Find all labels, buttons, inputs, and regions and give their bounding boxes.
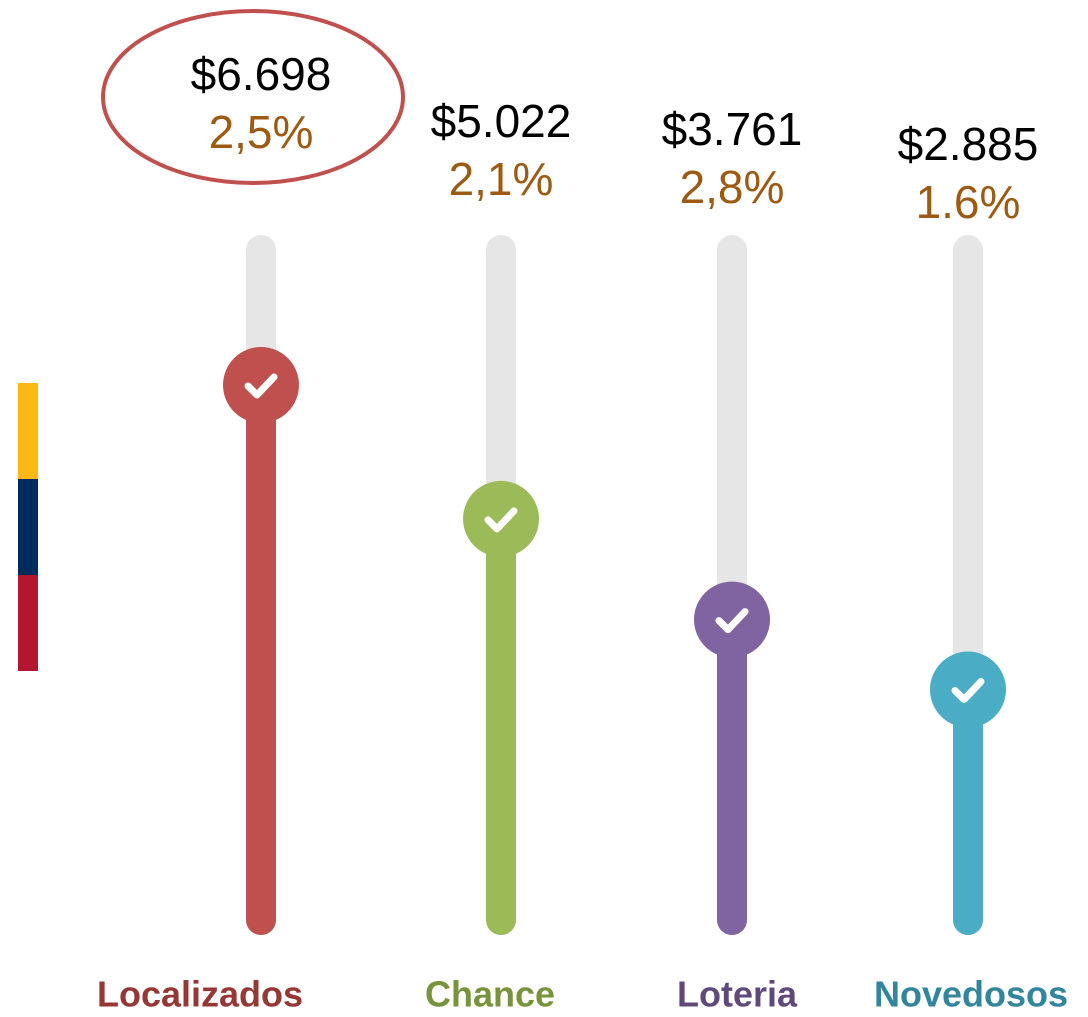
flag-red bbox=[18, 575, 38, 671]
highlight-ellipse bbox=[101, 9, 405, 185]
knob bbox=[930, 651, 1006, 728]
value-label: $6.698 bbox=[191, 48, 332, 100]
category-label: Localizados bbox=[97, 974, 303, 1015]
flag-blue bbox=[18, 479, 38, 575]
category-label: Novedosos bbox=[874, 974, 1068, 1015]
percent-label: 1.6% bbox=[916, 176, 1021, 228]
check-icon bbox=[244, 373, 278, 399]
knob bbox=[694, 581, 770, 658]
category-label: Loteria bbox=[677, 974, 798, 1015]
percent-label: 2,1% bbox=[449, 153, 554, 205]
percent-label: 2,5% bbox=[209, 106, 314, 158]
flag-yellow bbox=[18, 383, 38, 479]
knob bbox=[463, 480, 539, 557]
category-label: Chance bbox=[425, 974, 555, 1015]
check-icon bbox=[715, 608, 749, 634]
knob bbox=[223, 347, 299, 423]
percent-label: 2,8% bbox=[680, 161, 785, 213]
check-icon bbox=[484, 507, 518, 533]
value-label: $5.022 bbox=[431, 95, 572, 147]
value-label: $3.761 bbox=[662, 103, 803, 155]
value-label: $2.885 bbox=[898, 118, 1039, 170]
check-icon bbox=[951, 678, 985, 704]
